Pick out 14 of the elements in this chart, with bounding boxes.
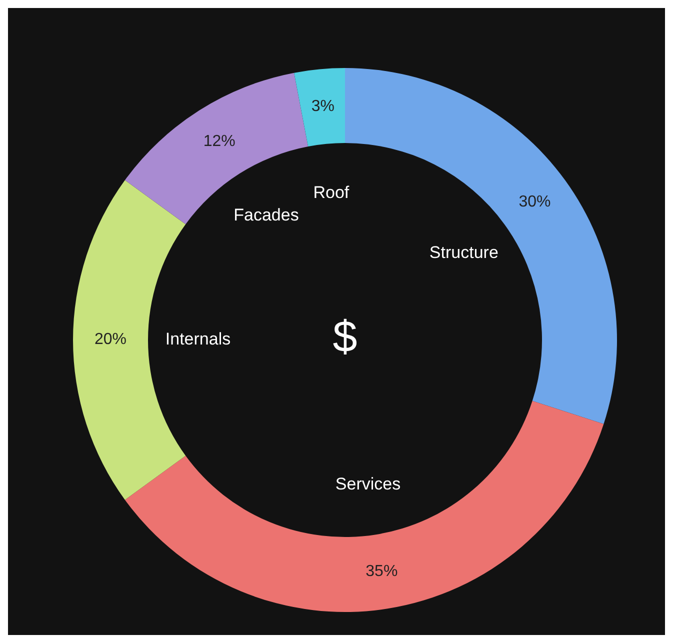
slice-label: Internals	[165, 329, 231, 348]
slice-label: Roof	[313, 183, 350, 202]
donut-slice	[124, 72, 308, 224]
donut-slice	[294, 68, 345, 146]
slice-label: Structure	[429, 243, 498, 262]
data-label: 30%	[518, 193, 551, 210]
data-label: 35%	[366, 562, 398, 580]
text: $	[332, 312, 358, 362]
data-label: 12%	[203, 133, 236, 150]
data-label: 3%	[311, 98, 334, 115]
slice-label: Services	[335, 474, 401, 494]
donut-slice	[124, 400, 604, 612]
slice-label: Facades	[234, 205, 299, 224]
data-label: 20%	[94, 331, 127, 348]
